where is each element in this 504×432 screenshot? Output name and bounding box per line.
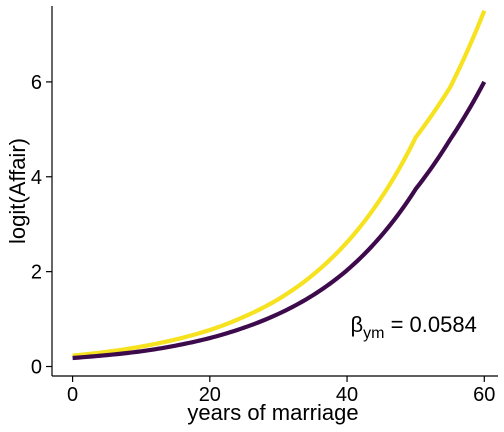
x-tick-label: 20 [199, 384, 221, 406]
x-axis-title: years of marriage [187, 400, 358, 425]
series-layer [72, 9, 487, 361]
x-tick-label: 40 [336, 384, 358, 406]
series-line-1 [72, 9, 487, 358]
y-axis: 0 2 4 6 [31, 6, 53, 379]
y-ticks: 0 2 4 6 [31, 72, 52, 379]
beta-subscript: ym [363, 325, 384, 342]
beta-symbol: β [350, 312, 363, 337]
x-axis: 0 20 40 60 [52, 375, 498, 406]
y-tick-label: 0 [31, 357, 42, 379]
x-tick-label: 60 [473, 384, 495, 406]
beta-annotation: βym = 0.0584 [350, 312, 476, 342]
y-tick-label: 4 [31, 167, 42, 189]
y-tick-label: 2 [31, 262, 42, 284]
beta-value: = 0.0584 [384, 312, 476, 337]
x-tick-label: 0 [67, 384, 78, 406]
x-ticks: 0 20 40 60 [67, 376, 495, 406]
y-tick-label: 6 [31, 72, 42, 94]
series-line-2 [72, 80, 487, 361]
y-axis-title: logit(Affair) [5, 138, 30, 244]
